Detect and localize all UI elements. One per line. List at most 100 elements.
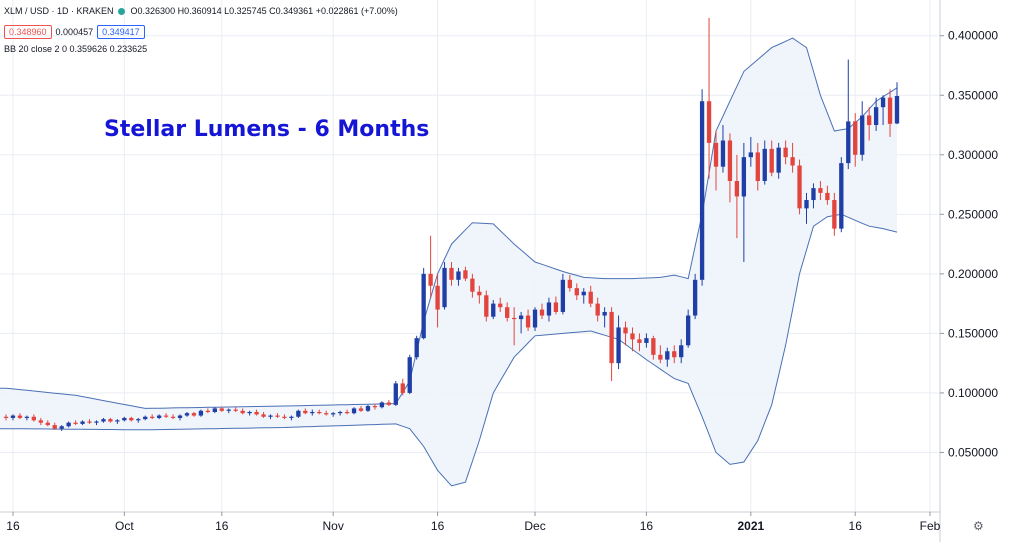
price-tick-label: 0.150000: [948, 326, 998, 340]
bid-ask-legend: 0.348960 0.000457 0.349417: [4, 25, 145, 39]
candle-body: [470, 278, 475, 292]
candle-body: [651, 338, 656, 355]
candle-body: [247, 411, 252, 414]
symbol-label[interactable]: XLM / USD · 1D · KRAKEN: [4, 6, 114, 16]
candle-body: [80, 421, 85, 424]
candle-body: [310, 411, 315, 414]
price-tick-label: 0.400000: [948, 29, 998, 43]
price-tick-label: 0.200000: [948, 267, 998, 281]
candle-body: [846, 121, 851, 164]
candle-body: [156, 415, 162, 418]
candle-body: [59, 426, 64, 429]
price-tick-label: 0.350000: [948, 88, 998, 102]
time-tick-label: 2021: [737, 519, 764, 533]
candle-body: [52, 425, 57, 429]
candle-body: [73, 422, 78, 424]
price-tick-label: 0.050000: [948, 445, 998, 459]
candle-body: [275, 415, 280, 417]
candle-body: [177, 415, 183, 418]
candle-body: [296, 410, 301, 417]
candle-body: [887, 97, 893, 124]
candle-body: [518, 315, 524, 320]
candle-body: [456, 271, 461, 280]
candle-body: [741, 157, 747, 197]
candle-body: [205, 410, 211, 412]
market-status-icon: [117, 8, 125, 16]
candle-body: [804, 200, 809, 209]
time-tick-label: 16: [640, 519, 654, 533]
candle-body: [762, 148, 767, 181]
candle-body: [317, 411, 322, 414]
candle-body: [442, 267, 447, 308]
ohlc-values: O0.326300 H0.360914 L0.325745 C0.349361 …: [130, 6, 398, 16]
candle-body: [303, 410, 308, 414]
time-tick-label: Dec: [524, 519, 545, 533]
candle-body: [101, 419, 106, 422]
candle-body: [87, 421, 92, 423]
candle-body: [672, 351, 677, 358]
candle-body: [567, 279, 572, 289]
candle-body: [233, 409, 238, 411]
candle-body: [143, 416, 148, 420]
candle-body: [860, 115, 865, 155]
candle-body: [616, 327, 621, 364]
candle-body: [609, 311, 614, 364]
candle-body: [289, 416, 294, 418]
candle-body: [880, 97, 886, 108]
candle-body: [720, 140, 726, 167]
indicator-legend[interactable]: BB 20 close 2 0 0.359626 0.233625: [4, 44, 148, 54]
candle-body: [170, 416, 176, 418]
candle-body: [400, 383, 405, 393]
ask-price-box[interactable]: 0.349417: [97, 25, 145, 39]
candle-body: [734, 180, 740, 197]
candle-body: [602, 311, 607, 316]
candle-body: [428, 273, 433, 286]
gear-icon[interactable]: ⚙: [973, 519, 984, 533]
time-tick-label: Feb: [920, 519, 941, 533]
time-tick-label: Nov: [322, 519, 343, 533]
candle-body: [379, 402, 385, 408]
candle-body: [498, 303, 503, 308]
candle-body: [337, 411, 343, 414]
candle-body: [686, 315, 691, 346]
candle-body: [254, 411, 259, 415]
candle-body: [365, 406, 371, 411]
candle-body: [755, 152, 760, 181]
candle-body: [790, 157, 795, 166]
price-tick-label: 0.250000: [948, 207, 998, 221]
candlestick-series: [3, 17, 900, 432]
candle-body: [198, 410, 204, 416]
candle-body: [212, 408, 217, 412]
time-axis[interactable]: 16 Oct 16 Nov 16 Dec 16 2021 16 Feb: [6, 512, 941, 533]
candle-body: [351, 408, 357, 414]
candle-body: [866, 115, 872, 126]
candle-body: [839, 163, 844, 229]
bid-price-box[interactable]: 0.348960: [4, 25, 52, 39]
candle-body: [727, 140, 733, 181]
candle-body: [588, 291, 593, 304]
candle-body: [331, 413, 336, 415]
candle-body: [45, 422, 50, 426]
candle-body: [539, 309, 545, 316]
candle-body: [699, 101, 705, 280]
time-tick-label: 16: [6, 519, 20, 533]
candle-body: [553, 302, 559, 312]
candle-body: [115, 420, 120, 422]
symbol-legend: XLM / USD · 1D · KRAKEN O0.326300 H0.3609…: [4, 6, 398, 16]
candle-body: [581, 291, 586, 296]
candle-body: [665, 351, 670, 360]
price-axis[interactable]: 0.400000 0.350000 0.300000 0.250000 0.200000…: [940, 29, 998, 460]
candle-body: [372, 406, 378, 408]
candle-body: [191, 413, 197, 416]
candle-body: [66, 422, 71, 427]
candle-body: [873, 107, 879, 126]
candle-body: [546, 302, 552, 316]
candle-body: [324, 413, 329, 415]
candle-body: [17, 415, 23, 418]
candle-body: [414, 338, 419, 358]
candle-body: [825, 192, 830, 201]
candle-body: [10, 415, 16, 418]
candle-body: [658, 354, 663, 360]
candle-body: [783, 147, 788, 158]
